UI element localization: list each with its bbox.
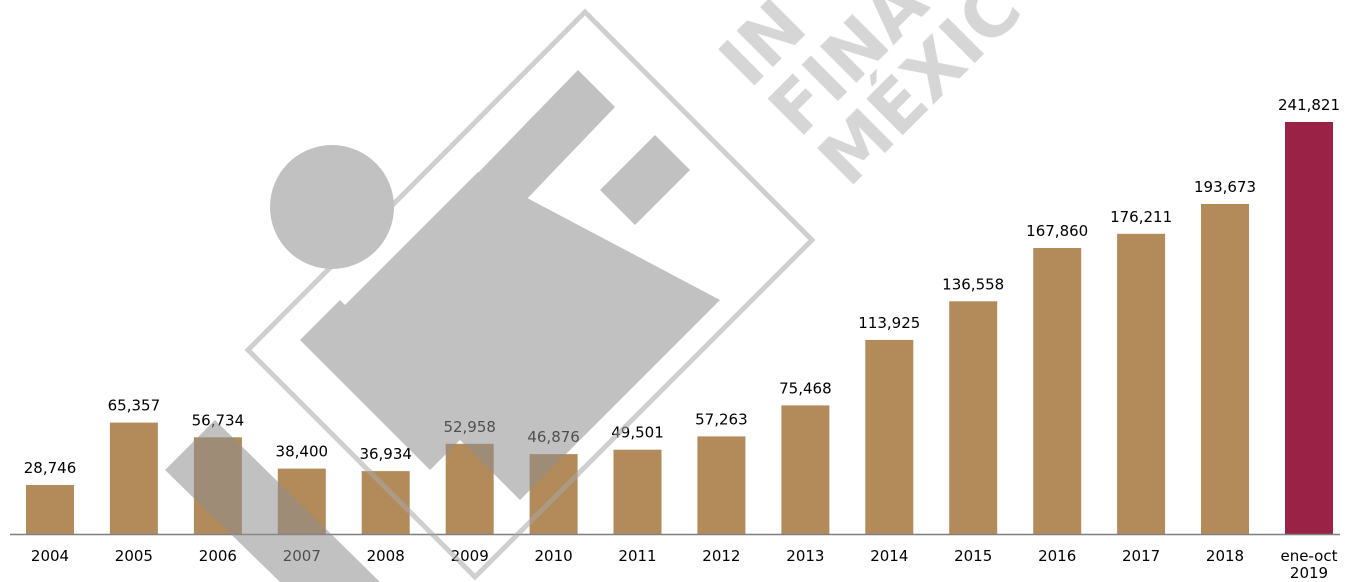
bar-10 xyxy=(865,339,914,534)
x-tick-label-15-line-0: ene-oct xyxy=(1281,547,1338,565)
value-label-1: 65,357 xyxy=(108,397,161,415)
x-tick-labels-group: 2004200520062007200820092010201120122013… xyxy=(31,547,1338,582)
value-label-11: 136,558 xyxy=(942,275,1004,293)
bar-14 xyxy=(1201,204,1249,534)
bar-11 xyxy=(949,301,998,534)
x-tick-label-1: 2005 xyxy=(115,547,153,565)
x-tick-label-4: 2008 xyxy=(367,547,405,565)
x-tick-label-15-line-1: 2019 xyxy=(1290,564,1328,582)
x-tick-label-2: 2006 xyxy=(199,547,237,565)
x-tick-label-9: 2013 xyxy=(786,547,824,565)
bar-15 xyxy=(1285,122,1333,534)
x-tick-label-8: 2012 xyxy=(702,547,740,565)
x-tick-label-14: 2018 xyxy=(1206,547,1244,565)
bar-7 xyxy=(613,449,662,534)
value-label-2: 56,734 xyxy=(192,411,245,429)
x-tick-label-7: 2011 xyxy=(618,547,656,565)
x-tick-label-12: 2016 xyxy=(1038,547,1076,565)
value-label-12: 167,860 xyxy=(1026,222,1088,240)
bar-12 xyxy=(1033,248,1082,534)
x-tick-label-10: 2014 xyxy=(870,547,908,565)
bars-group xyxy=(26,122,1333,535)
x-tick-label-13: 2017 xyxy=(1122,547,1160,565)
value-label-14: 193,673 xyxy=(1194,178,1256,196)
x-tick-label-0: 2004 xyxy=(31,547,69,565)
bar-1 xyxy=(109,422,158,534)
value-label-3: 38,400 xyxy=(276,443,329,461)
x-tick-label-11: 2015 xyxy=(954,547,992,565)
value-label-13: 176,211 xyxy=(1110,208,1172,226)
value-label-0: 28,746 xyxy=(24,459,77,477)
x-tick-label-6: 2010 xyxy=(535,547,573,565)
bar-8 xyxy=(697,436,746,534)
value-label-15: 241,821 xyxy=(1278,96,1340,114)
value-label-10: 113,925 xyxy=(858,314,920,332)
value-label-8: 57,263 xyxy=(695,410,748,428)
bar-9 xyxy=(781,405,830,534)
bar-13 xyxy=(1117,233,1166,535)
bar-0 xyxy=(26,485,74,534)
value-label-9: 75,468 xyxy=(779,379,832,397)
value-label-4: 36,934 xyxy=(359,445,412,463)
